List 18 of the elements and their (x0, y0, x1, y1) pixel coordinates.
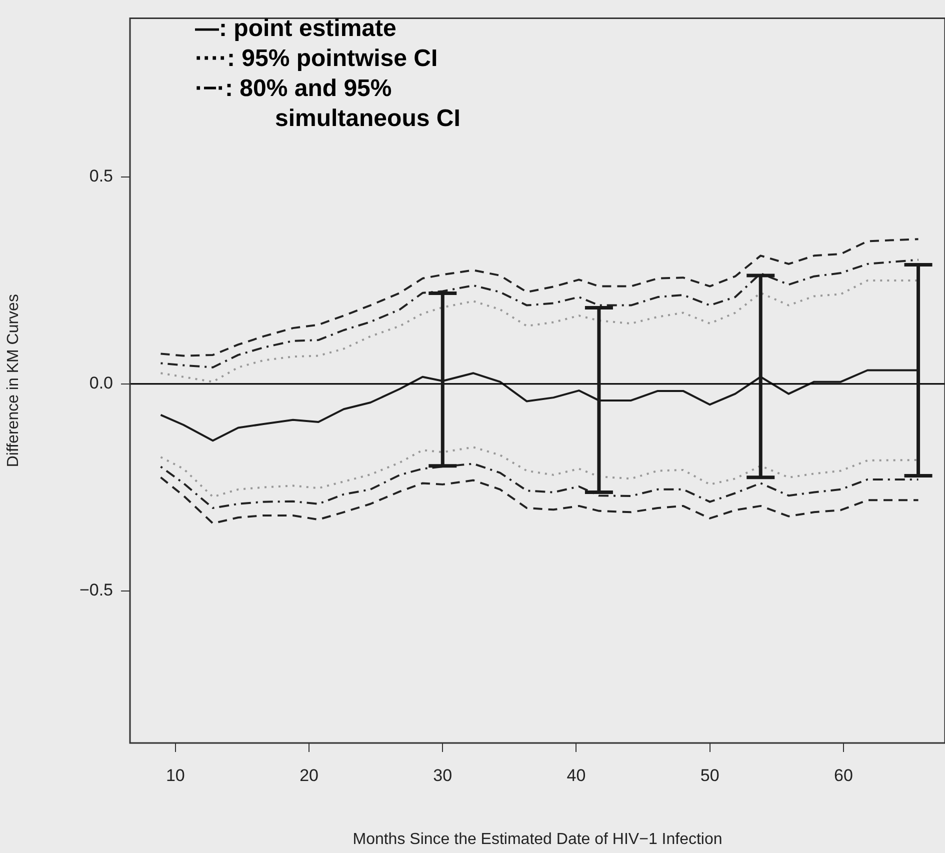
x-axis-title: Months Since the Estimated Date of HIV−1 Infection (352, 830, 722, 848)
y-tick-label: 0.0 (89, 374, 113, 393)
x-tick-label: 20 (300, 766, 318, 785)
y-tick-label: 0.5 (89, 166, 113, 186)
annotation: ····: 95% pointwise CI (195, 44, 439, 74)
x-tick-label: 50 (700, 766, 720, 785)
y-tick-label: −0.5 (79, 580, 113, 600)
x-tick-label: 60 (834, 766, 853, 785)
y-axis-title: Difference in KM Curves (5, 294, 22, 468)
line-series (160, 238, 920, 357)
x-tick-label: 10 (166, 766, 185, 785)
line-series (160, 446, 920, 498)
annotation: —: point estimate (195, 14, 398, 44)
x-tick-label: 30 (433, 766, 452, 785)
annotation: ·−·: 80% and 95% simultaneous CI (195, 74, 462, 134)
line-series (160, 279, 920, 383)
x-tick-label: 40 (566, 766, 586, 785)
line-series (160, 476, 920, 524)
